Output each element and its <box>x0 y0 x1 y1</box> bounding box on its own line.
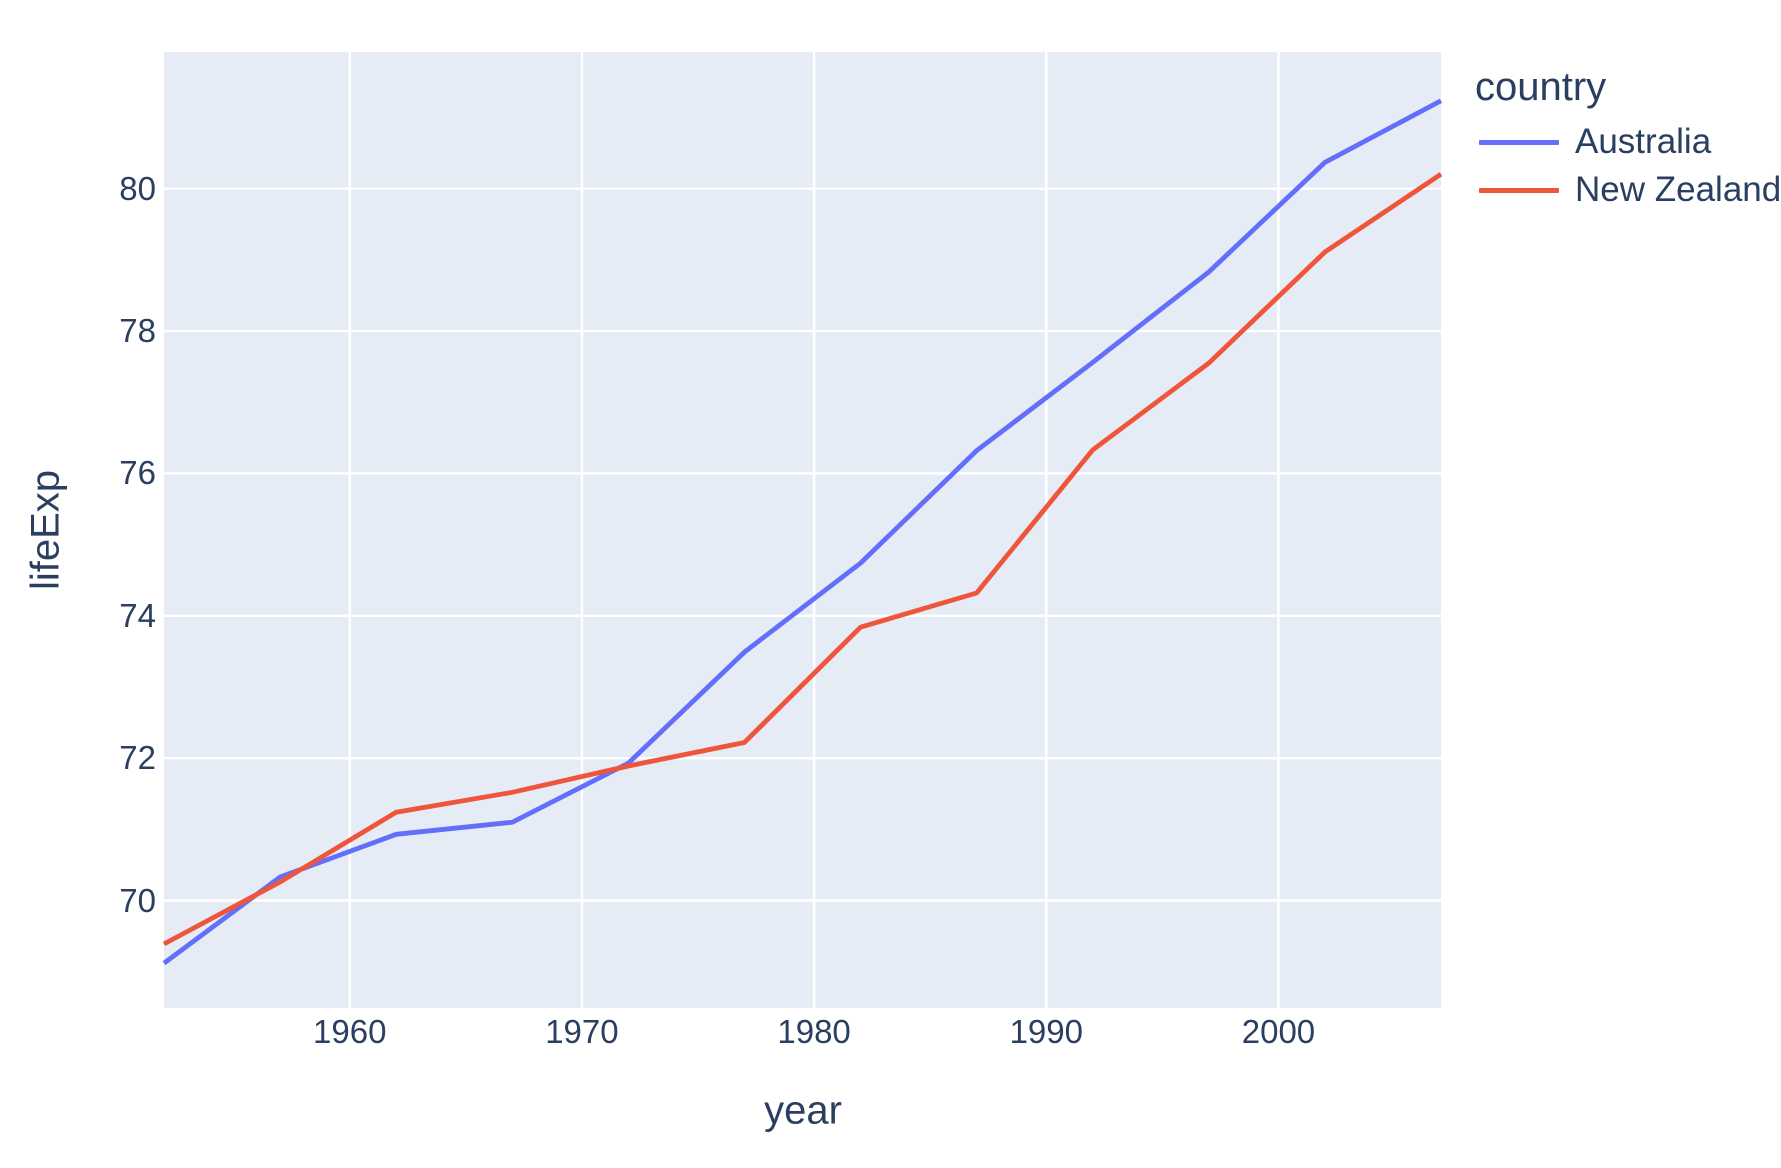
y-tick-label: 76 <box>119 454 156 492</box>
legend: country Australia New Zealand <box>1475 64 1781 214</box>
x-tick-label: 1990 <box>1009 1013 1083 1050</box>
legend-swatch <box>1479 139 1559 145</box>
series-line-australia[interactable] <box>162 98 1443 966</box>
x-tick-label: 1980 <box>777 1013 851 1050</box>
legend-item-new-zealand[interactable]: New Zealand <box>1475 166 1781 214</box>
x-tick-label: 1960 <box>313 1013 387 1050</box>
plot-background <box>164 52 1441 1008</box>
y-axis-title: lifeExp <box>23 469 68 591</box>
x-tick-label: 2000 <box>1241 1013 1316 1050</box>
legend-item-australia[interactable]: Australia <box>1475 118 1781 166</box>
legend-items: Australia New Zealand <box>1475 118 1781 214</box>
y-tick-label: 80 <box>119 169 156 207</box>
y-tick-label: 74 <box>119 596 156 634</box>
legend-swatch <box>1479 187 1559 193</box>
legend-item-label: New Zealand <box>1575 170 1781 209</box>
series-line-new-zealand[interactable] <box>162 172 1443 947</box>
y-tick-label: 72 <box>119 739 156 777</box>
x-axis-title: year <box>764 1088 842 1133</box>
legend-title: country <box>1475 65 1607 109</box>
x-tick-label: 1970 <box>545 1013 619 1050</box>
y-tick-label: 78 <box>119 312 156 350</box>
y-tick-label: 70 <box>119 881 156 919</box>
legend-item-label: Australia <box>1575 122 1712 161</box>
